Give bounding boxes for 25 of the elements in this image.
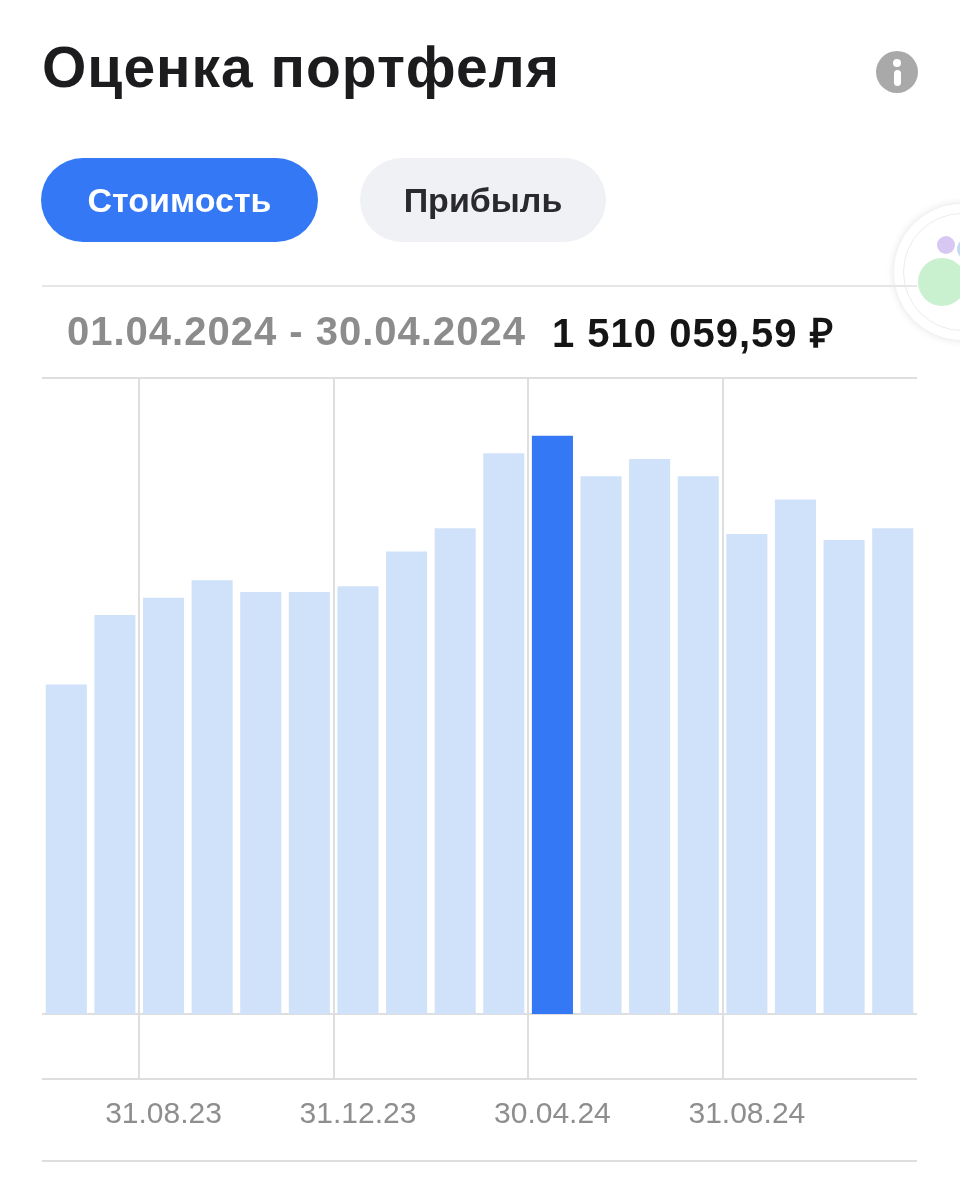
bar bbox=[94, 615, 136, 1014]
bar bbox=[240, 591, 282, 1014]
bar bbox=[823, 539, 865, 1014]
bar bbox=[337, 586, 379, 1014]
bar bbox=[629, 458, 671, 1014]
bar bbox=[45, 684, 87, 1014]
x-tick-label: 31.08.23 bbox=[105, 1096, 222, 1130]
bar bbox=[434, 528, 476, 1014]
bar bbox=[872, 528, 914, 1014]
bar bbox=[483, 453, 525, 1014]
bar bbox=[580, 476, 622, 1014]
bar bbox=[531, 435, 573, 1014]
x-tick-label: 31.12.23 bbox=[299, 1096, 417, 1130]
bar bbox=[386, 551, 428, 1014]
bar bbox=[191, 580, 233, 1014]
bar bbox=[142, 597, 185, 1014]
bar bbox=[288, 591, 330, 1014]
bar bbox=[774, 499, 817, 1014]
text: 01.04.2024 - 30.04.2024 bbox=[67, 308, 526, 354]
text: 1 510 059,59 ₽ bbox=[551, 309, 834, 357]
chart-title: Оценка портфеля bbox=[42, 34, 561, 100]
bar bbox=[726, 534, 768, 1014]
x-tick-label: 31.08.24 bbox=[688, 1096, 806, 1130]
x-tick-label: 30.04.24 bbox=[494, 1096, 611, 1130]
bar bbox=[677, 476, 719, 1014]
